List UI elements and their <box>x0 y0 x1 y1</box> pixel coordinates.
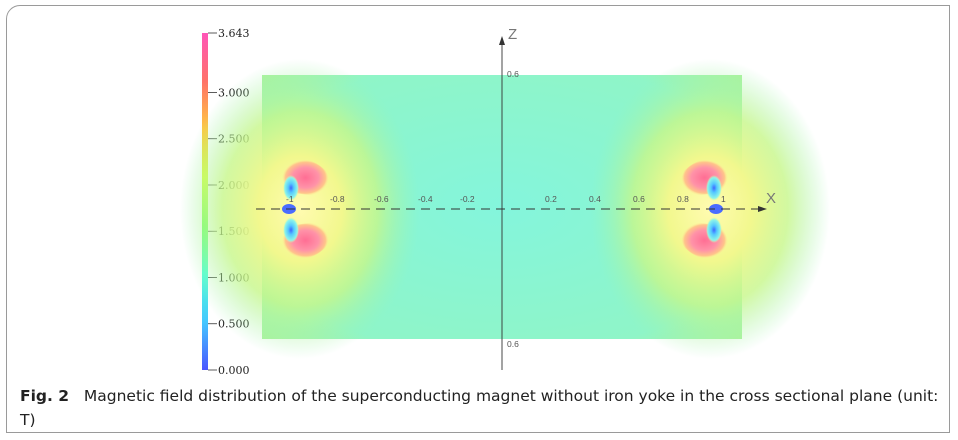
colorbar-tick-label: 0.000 <box>218 364 250 377</box>
x-tick-neg-0.8: -0.8 <box>330 194 345 204</box>
left-high-field-halo <box>180 59 420 359</box>
x-tick-neg-0.6: -0.6 <box>374 194 389 204</box>
caption-label: Fig. 2 <box>20 387 70 405</box>
caption-text: Magnetic field distribution of the super… <box>20 387 939 429</box>
x-tick-neg-1: -1 <box>286 194 294 204</box>
z-bottom-tick: 0.6 <box>507 339 519 349</box>
axes: Z X 0.6 0.6 -1 -0.8 -0.6 -0.4 -0.2 0.2 0… <box>256 26 776 370</box>
z-axis-name: Z <box>508 26 517 43</box>
x-tick-pos-0.2: 0.2 <box>545 194 557 204</box>
x-tick-pos-1: 1 <box>721 194 726 204</box>
right-center-low <box>709 204 723 214</box>
right-upper-hole <box>706 175 722 201</box>
left-upper-hole <box>283 175 299 201</box>
x-tick-pos-0.8: 0.8 <box>677 194 689 204</box>
x-tick-pos-0.4: 0.4 <box>589 194 601 204</box>
x-axis-arrow <box>758 206 767 212</box>
x-tick-pos-0.6: 0.6 <box>633 194 645 204</box>
x-axis-name: X <box>766 190 776 207</box>
z-top-tick: 0.6 <box>507 69 519 79</box>
x-tick-neg-0.2: -0.2 <box>460 194 475 204</box>
figure-caption: Fig. 2 Magnetic field distribution of th… <box>20 384 940 432</box>
z-axis-arrow <box>499 36 505 45</box>
right-lower-hole <box>706 217 722 243</box>
x-tick-neg-0.4: -0.4 <box>418 194 433 204</box>
left-lower-hole <box>283 217 299 243</box>
colorbar-tick-label: 3.643 <box>218 27 250 40</box>
